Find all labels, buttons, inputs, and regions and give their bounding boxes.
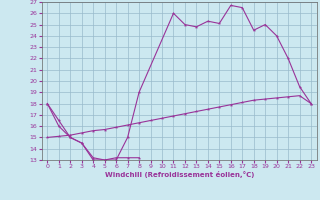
X-axis label: Windchill (Refroidissement éolien,°C): Windchill (Refroidissement éolien,°C) xyxy=(105,171,254,178)
